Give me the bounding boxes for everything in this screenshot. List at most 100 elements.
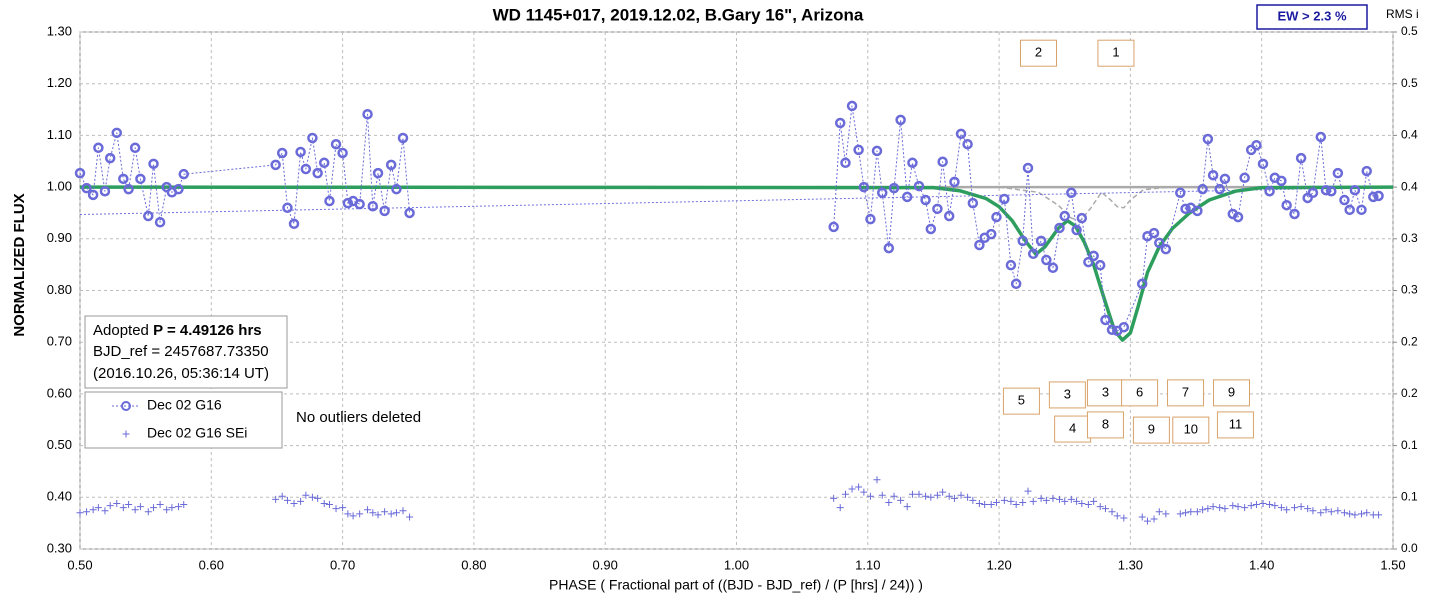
data-point (397, 132, 409, 144)
data-point (295, 146, 306, 158)
y2-tick-label: 0.3 (1401, 283, 1418, 297)
data-point (318, 157, 330, 169)
data-point (1010, 278, 1022, 290)
annotation-box (1048, 381, 1086, 409)
data-point (920, 194, 931, 206)
plus-marker (957, 491, 965, 499)
data-point (74, 167, 86, 179)
plus-marker (987, 501, 995, 509)
data-point (288, 218, 300, 230)
plus-marker (873, 476, 881, 484)
data-point (901, 191, 913, 203)
data-point (1332, 167, 1344, 179)
data-point (1257, 158, 1269, 170)
plus-marker (1209, 503, 1217, 511)
plus-marker (332, 505, 340, 513)
legend-label: Dec 02 G16 SEi (147, 425, 247, 441)
info-period: P = 4.49126 hrs (153, 322, 262, 339)
data-point (913, 180, 925, 192)
plus-marker (349, 512, 357, 520)
plus-marker (374, 511, 382, 519)
annotation-box (1121, 379, 1159, 407)
plus-marker (1266, 501, 1274, 509)
plus-marker (76, 509, 84, 517)
data-point (1276, 175, 1287, 187)
plus-marker (848, 485, 856, 493)
data-point (1054, 222, 1065, 234)
y-tick-label: 1.00 (47, 179, 72, 194)
chart-title: WD 1145+017, 2019.12.02, B.Gary 16", Ari… (493, 5, 864, 24)
plus-marker (156, 501, 164, 509)
plus-marker (1204, 505, 1212, 513)
data-point (1192, 205, 1203, 217)
plus-marker (1073, 497, 1081, 505)
data-point (154, 217, 166, 228)
y-tick-label: 0.90 (47, 230, 72, 245)
annotation-box (1216, 411, 1254, 439)
data-point (1307, 187, 1319, 199)
data-point (828, 221, 839, 233)
plus-marker (1351, 511, 1359, 519)
plus-marker (1322, 506, 1330, 514)
plus-marker (964, 493, 972, 501)
plus-marker (101, 507, 109, 515)
annotation-box (1002, 387, 1040, 415)
plus-marker (945, 492, 953, 500)
annotation-label: 6 (1136, 384, 1143, 399)
data-point (1027, 248, 1039, 260)
annotation-box (1172, 416, 1210, 444)
plus-marker (1049, 494, 1057, 502)
legend-label: Dec 02 G16 (147, 397, 222, 413)
series-line (999, 186, 1170, 222)
plus-marker (1241, 504, 1249, 512)
y-tick-label: 0.30 (47, 540, 72, 555)
data-point (1118, 321, 1130, 333)
data-point (300, 163, 312, 175)
plus-marker (1150, 515, 1158, 523)
data-point (337, 147, 348, 159)
y2-tick-label: 0.0 (1401, 541, 1418, 555)
plus-marker (283, 496, 291, 504)
plus-marker (272, 495, 280, 503)
data-point (840, 157, 851, 169)
data-point (391, 183, 402, 195)
plus-marker (369, 509, 377, 517)
y2-tick-label: 0.2 (1401, 334, 1418, 348)
plus-marker (1297, 503, 1305, 511)
plus-marker (855, 483, 863, 491)
data-point (123, 183, 134, 195)
annotation-box (1132, 416, 1170, 444)
data-point (135, 173, 146, 185)
data-point (932, 203, 943, 215)
plus-marker (841, 490, 849, 498)
data-point (161, 181, 172, 193)
data-point (367, 200, 379, 212)
plus-marker (1108, 508, 1116, 516)
data-point (1207, 169, 1219, 181)
plus-marker (922, 492, 930, 500)
plus-marker (1252, 501, 1260, 509)
data-point (974, 239, 985, 251)
data-point (1344, 204, 1355, 216)
data-point (1106, 324, 1118, 336)
data-point (379, 205, 390, 217)
plus-marker (1101, 505, 1109, 513)
plus-marker (1096, 503, 1104, 511)
data-point (1005, 259, 1017, 271)
data-point (1281, 199, 1292, 211)
x-tick-label: 0.80 (461, 557, 486, 572)
x-tick-label: 0.90 (593, 557, 618, 572)
plus-marker (1309, 507, 1317, 515)
data-point (949, 176, 960, 188)
plus-marker (878, 491, 886, 499)
plus-marker (939, 488, 947, 496)
data-point (1017, 235, 1028, 247)
data-point (1326, 185, 1337, 197)
annotation-label: 3 (1064, 386, 1071, 401)
plus-marker (1216, 504, 1224, 512)
data-point (1041, 254, 1052, 266)
plus-marker (1193, 508, 1201, 516)
data-point (925, 223, 937, 235)
data-point (1088, 250, 1099, 262)
data-point (1315, 131, 1327, 143)
